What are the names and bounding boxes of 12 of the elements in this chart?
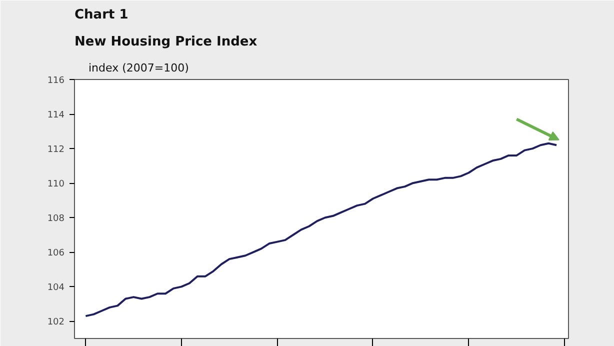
chart-title: Chart 1: [74, 8, 128, 22]
y-tick-label: 110: [47, 180, 65, 190]
y-tick-label: 108: [47, 214, 65, 224]
chart-subtitle: New Housing Price Index: [74, 34, 258, 50]
y-tick-label: 112: [47, 145, 65, 156]
y-tick-label: 106: [47, 248, 65, 259]
line-series: [84, 142, 558, 318]
y-tick-label: 104: [47, 283, 65, 294]
y-tick-label: 102: [47, 318, 65, 328]
y-axis-title: index (2007=100): [88, 62, 189, 74]
y-tick-label: 114: [47, 110, 65, 121]
y-tick-label: 116: [47, 76, 65, 86]
